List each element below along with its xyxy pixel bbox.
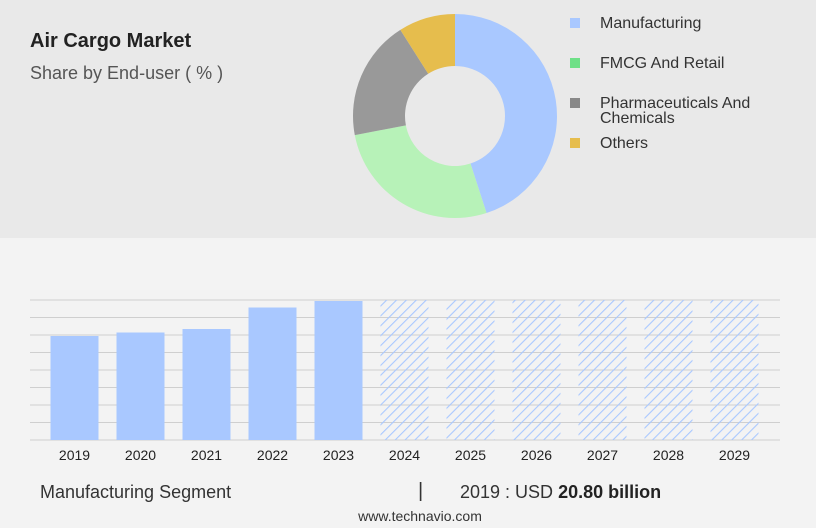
legend-label-manufacturing: Manufacturing [600,15,702,32]
donut-slice-pharma [353,29,429,136]
legend-item-manufacturing: Manufacturing [570,12,800,32]
x-tick-label: 2019 [59,447,90,463]
x-tick-label: 2028 [653,447,684,463]
legend-label-others: Others [600,135,649,152]
bar-chart: 2019 2020 2021 2022 2023 2024 2025 2026 2027 2028… [30,299,780,463]
x-tick-label: 2020 [125,447,156,463]
legend-label-pharma: Pharmaceuticals And Chemicals [600,95,751,127]
x-tick-label: 2022 [257,447,288,463]
legend-item-pharma: Pharmaceuticals And Chemicals [570,92,800,127]
donut-chart [353,14,557,219]
chart-title: Air Cargo Market [30,30,192,52]
segment-value-amount: 20.80 billion [558,482,662,502]
donut-slice-manufacturing [455,14,557,214]
forecast-bar-2028 [644,300,693,440]
legend-swatch-pharma [570,98,580,108]
legend-item-others: Others [570,132,800,152]
segment-label: Manufacturing Segment [40,482,232,502]
legend-swatch-others [570,138,580,148]
donut-slice-others [400,14,455,74]
bar-2023 [314,301,363,440]
forecast-bar-2025 [446,300,495,440]
forecast-bar-2027 [578,300,627,440]
x-tick-label: 2021 [191,447,222,463]
bar-2021 [182,329,231,440]
x-tick-label: 2025 [455,447,486,463]
donut-slice-fmcg [354,125,487,219]
legend-swatch-manufacturing [570,18,580,28]
segment-year-label: 2019 : USD [460,482,554,502]
source-link[interactable]: www.technavio.com [358,508,482,524]
segment-value: 2019 : USD 20.80 billion [460,482,661,503]
bar-2019 [50,336,99,440]
x-tick-label: 2029 [719,447,750,463]
legend-swatch-fmcg [570,58,580,68]
legend-label-fmcg: FMCG And Retail [600,55,725,72]
chart-subtitle: Share by End-user ( % ) [30,63,224,83]
forecast-bar-2024 [380,300,429,440]
bar-2022 [248,307,297,440]
x-tick-label: 2026 [521,447,552,463]
x-tick-label: 2027 [587,447,618,463]
footer-separator: | [418,480,424,502]
bar-2020 [116,332,165,440]
forecast-bar-2029 [710,300,759,440]
legend-item-fmcg: FMCG And Retail [570,52,800,72]
x-tick-label: 2023 [323,447,354,463]
x-tick-label: 2024 [389,447,420,463]
forecast-bar-2026 [512,300,561,440]
